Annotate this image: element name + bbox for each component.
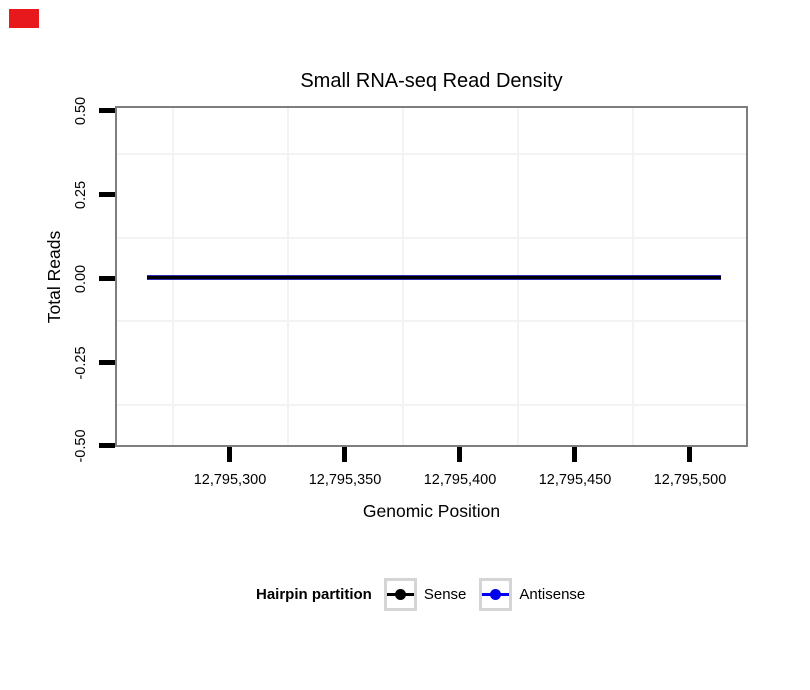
y-tick-mark [99, 360, 115, 365]
red-marker [9, 9, 39, 28]
y-tick-label: 0.50 [73, 96, 89, 126]
legend-label-sense: Sense [423, 586, 467, 603]
y-tick-mark [99, 192, 115, 197]
minor-gridline-horizontal [117, 404, 746, 406]
x-tick-mark [342, 447, 347, 462]
y-axis-title: Total Reads [44, 230, 64, 324]
legend-label-antisense: Antisense [519, 586, 586, 603]
legend-key-sense [383, 578, 417, 611]
legend-key-antisense [479, 578, 513, 611]
antisense-point-swatch [490, 589, 502, 600]
plot-panel [115, 106, 748, 447]
x-tick-label: 12,795,400 [423, 472, 497, 488]
legend-title: Hairpin partition [256, 586, 372, 603]
y-tick-label: 0.25 [73, 180, 89, 210]
x-tick-label: 12,795,350 [308, 472, 382, 488]
x-tick-mark [457, 447, 462, 462]
y-tick-mark [99, 108, 115, 113]
x-tick-label: 12,795,300 [193, 472, 267, 488]
minor-gridline-horizontal [117, 153, 746, 155]
x-tick-mark [687, 447, 692, 462]
y-tick-label: -0.50 [73, 429, 89, 463]
read-density-line [147, 275, 721, 280]
minor-gridline-horizontal [117, 320, 746, 322]
sense-point-swatch [394, 589, 406, 600]
y-tick-mark [99, 276, 115, 281]
y-tick-mark [99, 443, 115, 448]
x-axis-title: Genomic Position [362, 501, 501, 521]
x-tick-label: 12,795,500 [653, 472, 727, 488]
y-tick-label: -0.25 [73, 346, 89, 380]
x-tick-mark [227, 447, 232, 462]
legend: Hairpin partition Sense Antisense [256, 578, 598, 611]
y-tick-label: 0.00 [73, 264, 89, 294]
chart-title: Small RNA-seq Read Density [300, 70, 563, 92]
minor-gridline-horizontal [117, 237, 746, 239]
x-tick-mark [572, 447, 577, 462]
x-tick-label: 12,795,450 [538, 472, 612, 488]
read-density-line-core [147, 276, 721, 279]
